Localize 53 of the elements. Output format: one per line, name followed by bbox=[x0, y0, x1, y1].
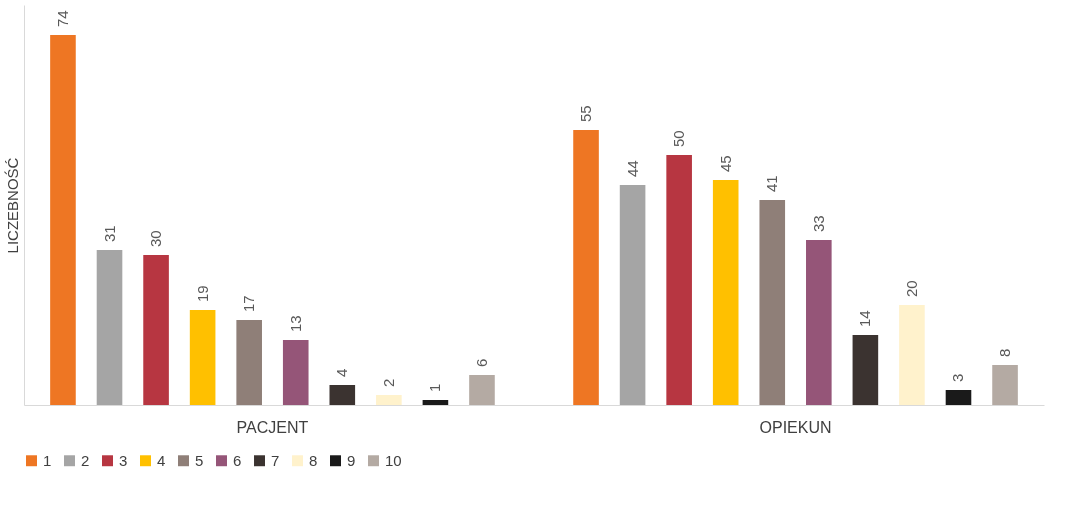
x-tick-label: OPIEKUN bbox=[759, 418, 832, 436]
bar bbox=[376, 395, 402, 405]
bar bbox=[96, 250, 123, 405]
y-axis-title: LICZEBNOŚĆ bbox=[3, 157, 21, 254]
bar bbox=[422, 400, 449, 405]
data-label: 1 bbox=[426, 383, 444, 392]
legend-label: 9 bbox=[347, 451, 356, 469]
data-label: 50 bbox=[670, 130, 688, 147]
legend-label: 3 bbox=[119, 451, 128, 469]
data-label: 19 bbox=[193, 285, 211, 302]
bar bbox=[945, 390, 972, 405]
legend-label: 5 bbox=[195, 451, 204, 469]
data-label: 8 bbox=[996, 348, 1014, 357]
data-label: 31 bbox=[100, 225, 118, 242]
data-label: 20 bbox=[902, 280, 920, 297]
x-tick-label: PACJENT bbox=[236, 418, 309, 436]
data-label: 33 bbox=[809, 215, 827, 232]
data-label: 14 bbox=[856, 310, 874, 327]
data-label: 55 bbox=[577, 105, 595, 122]
bar bbox=[712, 180, 739, 405]
bar bbox=[469, 375, 495, 405]
legend-label: 1 bbox=[43, 451, 52, 469]
bar bbox=[666, 155, 692, 405]
data-label: 4 bbox=[333, 368, 351, 377]
legend-label: 4 bbox=[157, 451, 166, 469]
bar bbox=[573, 130, 599, 405]
legend-label: 7 bbox=[271, 451, 280, 469]
bar bbox=[189, 310, 216, 405]
bar bbox=[329, 385, 356, 405]
bar bbox=[143, 255, 169, 405]
data-label: 74 bbox=[53, 10, 71, 27]
bar bbox=[619, 185, 646, 405]
data-label: 6 bbox=[472, 358, 490, 367]
bar bbox=[899, 305, 925, 405]
legend-label: 6 bbox=[233, 451, 242, 469]
bar bbox=[992, 365, 1018, 405]
bar bbox=[50, 35, 76, 405]
data-label: 30 bbox=[147, 230, 165, 247]
data-label: 2 bbox=[379, 378, 397, 387]
bar bbox=[852, 335, 879, 405]
data-label: 45 bbox=[716, 155, 734, 172]
bar bbox=[806, 240, 832, 405]
data-label: 41 bbox=[763, 175, 781, 192]
bar bbox=[282, 340, 309, 405]
data-label: 3 bbox=[949, 373, 967, 382]
legend-label: 8 bbox=[309, 451, 318, 469]
legend-label: 2 bbox=[81, 451, 90, 469]
legend-label: 10 bbox=[385, 451, 402, 469]
bar bbox=[759, 200, 786, 405]
bar bbox=[236, 320, 262, 405]
data-label: 13 bbox=[286, 315, 304, 332]
data-label: 44 bbox=[623, 160, 641, 177]
data-label: 17 bbox=[240, 295, 258, 312]
